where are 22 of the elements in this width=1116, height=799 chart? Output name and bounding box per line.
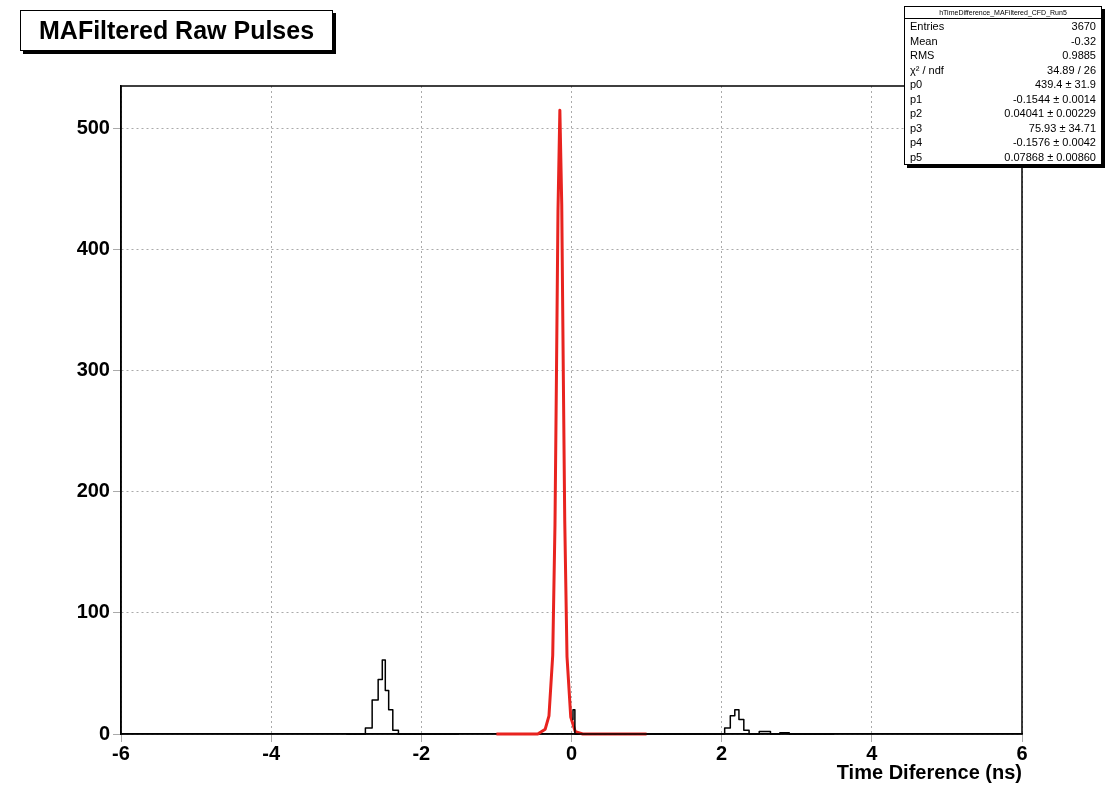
y-tick-label: 400 xyxy=(76,237,110,260)
text: p3 75.93 ± 34.71 xyxy=(910,121,1096,134)
x-tick-label: 0 xyxy=(565,741,578,764)
text: p2 0.04041 ± 0.00229 xyxy=(910,107,1096,119)
text: p4 -0.1576 ± 0.0042 xyxy=(910,136,1096,148)
y-tick-label: 100 xyxy=(76,600,110,623)
y-tick-label: 0 xyxy=(98,721,110,744)
y-tick-label: 500 xyxy=(76,115,110,138)
x-tick-label: 2 xyxy=(716,741,728,764)
chart-title: MAFiltered Raw Pulses xyxy=(20,10,334,51)
text: p0 439.4 ± 31.9 xyxy=(910,78,1096,90)
text: Entries 3670 xyxy=(910,20,1096,32)
x-tick-label: -6 xyxy=(112,741,130,764)
x-tick-label: -2 xyxy=(412,741,431,764)
x-tick-label: -4 xyxy=(262,741,281,764)
text: χ² / ndf 34.89 / 26 xyxy=(910,63,1096,76)
y-tick-label: 300 xyxy=(76,358,110,381)
text: RMS 0.9885 xyxy=(910,49,1096,61)
text: p5 0.07868 ± 0.00860 xyxy=(910,150,1096,163)
y-tick-label: 200 xyxy=(76,479,110,502)
text: Mean -0.32 xyxy=(910,34,1096,47)
text: p1 -0.1544 ± 0.0014 xyxy=(910,92,1096,105)
